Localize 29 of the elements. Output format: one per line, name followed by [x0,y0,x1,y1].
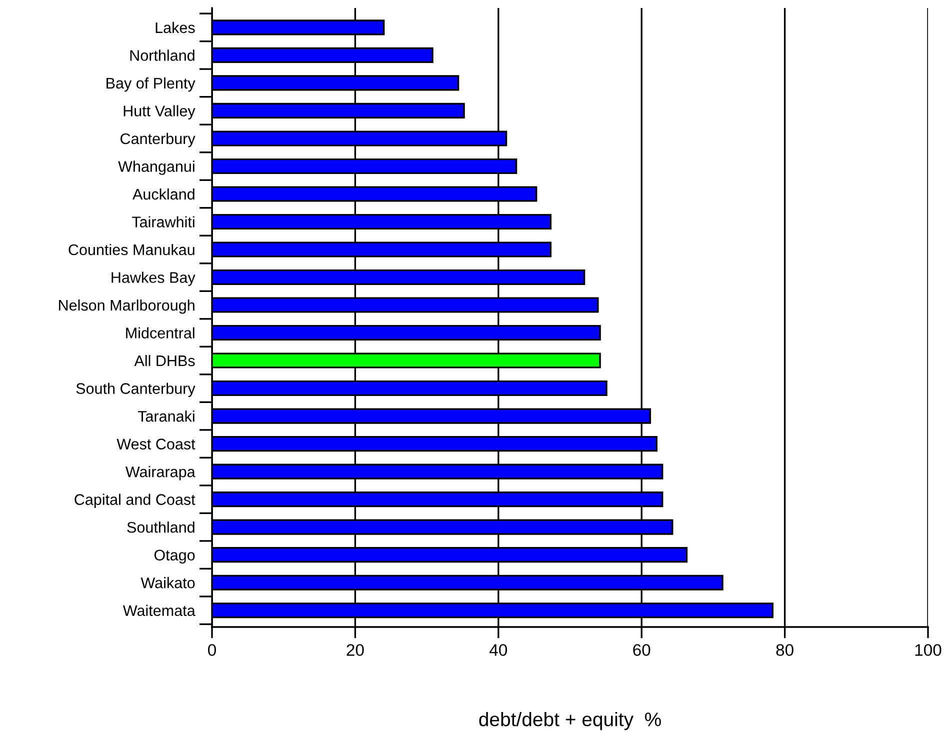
y-tick-label: Hawkes Bay [112,272,196,286]
x-tick-label: 100 [915,644,942,656]
y-tick-label: South Canterbury [76,382,196,397]
y-tick-label: Waikato [140,577,195,588]
y-tick-label: Lakes [156,22,195,34]
y-tick-label: Counties Manukau [68,244,194,256]
y-tick-label: Bay of Plenty [106,77,196,92]
y-tick-label: Hutt Valley [124,105,196,120]
y-tick-label: Whanganui [118,160,194,175]
y-tick-label: Waitemata [122,604,196,616]
y-tick-label: Northland [130,50,194,61]
x-tick-label: 20 [346,644,364,656]
x-tick-label: 40 [490,644,508,656]
x-tick-label: 80 [776,644,794,656]
y-tick-label: All DHBs [134,354,195,366]
y-tick-label: Midcentral [126,327,194,338]
y-tick-label: Otago [154,550,195,564]
x-axis-title: debt/debt + equity % [479,712,661,730]
y-tick-label: Southland [127,522,194,533]
y-tick-label: Auckland [132,188,194,200]
y-tick-label: Capital and Coast [74,494,196,508]
y-tick-label: West Coast [116,438,196,450]
y-tick-label: Canterbury [120,132,196,148]
x-tick-label: 0 [208,644,216,656]
x-tick-label: 60 [633,644,650,656]
y-tick-label: Tairawhiti [132,216,194,228]
y-tick-label: Nelson Marlborough [59,299,194,314]
y-tick-label: Taranaki [138,410,194,422]
y-tick-label: Wairarapa [126,466,196,480]
